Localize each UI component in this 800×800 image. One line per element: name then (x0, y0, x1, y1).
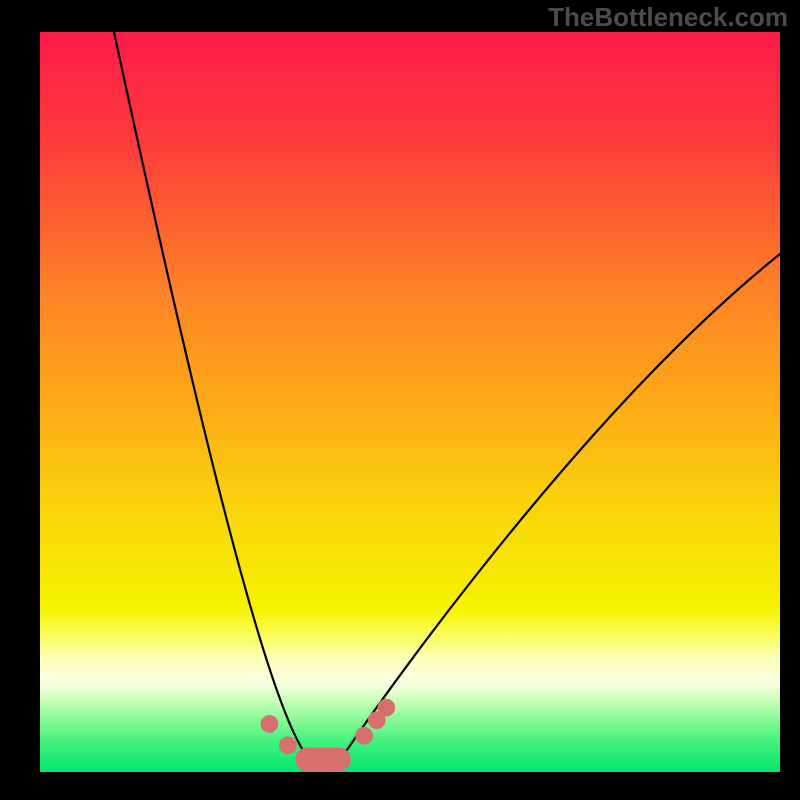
optimal-zone-dot (279, 736, 297, 754)
optimal-zone-dot (355, 727, 373, 745)
optimal-zone-dot (377, 699, 395, 717)
chart-container: TheBottleneck.com (0, 0, 800, 800)
optimal-zone-dot (261, 715, 279, 733)
plot-svg (40, 32, 780, 772)
plot-area (40, 32, 780, 772)
watermark-text: TheBottleneck.com (548, 2, 788, 33)
optimal-zone-capsule (295, 748, 351, 772)
